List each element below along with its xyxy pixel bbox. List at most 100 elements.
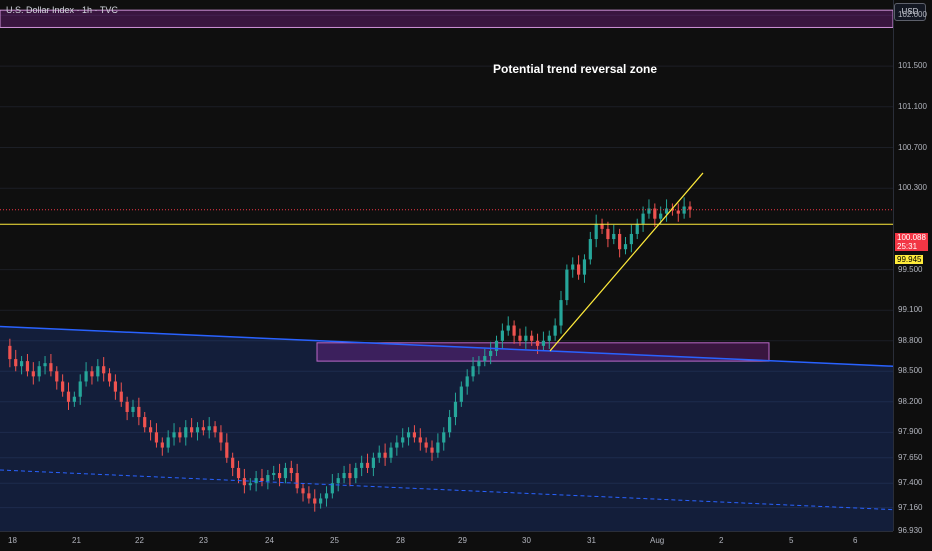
- candle-body: [319, 498, 323, 504]
- chart-area[interactable]: U.S. Dollar Index · 1h · TVC Potential t…: [0, 0, 893, 531]
- candle-body: [219, 432, 223, 443]
- candle-body: [19, 361, 24, 367]
- candle-body: [436, 442, 440, 453]
- candle-body: [254, 478, 258, 484]
- price-tick-label: 99.100: [898, 305, 923, 315]
- candle-body: [137, 406, 141, 418]
- candle-body: [635, 223, 639, 234]
- candle-body: [119, 391, 123, 402]
- candle-body: [289, 467, 293, 474]
- price-tick-label: 98.200: [898, 396, 923, 406]
- candle-body: [500, 330, 504, 341]
- candle-body: [160, 442, 164, 448]
- reversal-zone: [0, 9, 893, 28]
- candle-body: [248, 483, 252, 486]
- candle-body: [483, 356, 487, 362]
- candle-body: [518, 335, 522, 341]
- candle-body: [418, 437, 422, 443]
- price-axis[interactable]: [893, 0, 932, 531]
- candle-body: [377, 452, 381, 458]
- candle-body: [530, 335, 534, 341]
- candle-body: [307, 493, 311, 499]
- candle-body: [277, 473, 282, 479]
- candle-body: [618, 233, 622, 250]
- price-tick-label: 98.800: [898, 335, 923, 345]
- trendline: [549, 172, 704, 352]
- candle-body: [659, 213, 663, 219]
- candle-body: [453, 401, 458, 418]
- candle-body: [55, 371, 59, 382]
- time-tick-label: 21: [72, 536, 81, 545]
- candle-body: [66, 391, 71, 402]
- candle-body: [266, 475, 270, 482]
- candle-body: [25, 361, 30, 372]
- time-tick-label: 2: [719, 536, 724, 545]
- price-tick-label: 100.700: [898, 142, 927, 152]
- time-tick-label: 24: [265, 536, 274, 545]
- time-tick-label: 22: [135, 536, 144, 545]
- candle-body: [49, 363, 53, 372]
- channel-lower-dashed-line: [0, 469, 893, 511]
- candle-body: [494, 340, 499, 351]
- candle-body: [342, 473, 346, 479]
- candle-body: [313, 498, 317, 504]
- candle-body: [401, 437, 405, 443]
- currency-button[interactable]: USD: [894, 3, 926, 21]
- time-axis[interactable]: [0, 531, 893, 551]
- time-tick-label: 23: [199, 536, 208, 545]
- candle-body: [571, 264, 575, 270]
- candle-body: [225, 442, 229, 458]
- price-tick-label: 101.500: [898, 61, 927, 71]
- candle-body: [283, 467, 288, 479]
- candle-body: [647, 208, 651, 214]
- candle-body: [272, 473, 276, 476]
- candle-body: [178, 432, 182, 438]
- candle-body: [37, 366, 41, 377]
- candle-body: [231, 457, 235, 468]
- reversal-zone-label: Potential trend reversal zone: [493, 62, 658, 76]
- candle-body: [612, 233, 616, 240]
- candle-body: [489, 350, 493, 357]
- candle-body: [565, 269, 569, 301]
- candle-body: [576, 264, 581, 275]
- candle-body: [582, 259, 587, 275]
- time-tick-label: 18: [8, 536, 17, 545]
- candle-body: [465, 376, 469, 387]
- candle-body: [131, 406, 135, 412]
- candle-body: [330, 483, 334, 494]
- candle-body: [553, 325, 557, 336]
- candle-body: [676, 210, 680, 214]
- candle-body: [213, 426, 217, 433]
- candle-body: [125, 401, 129, 412]
- candle-body: [442, 432, 446, 443]
- candle-body: [107, 373, 112, 382]
- price-tick-label: 99.500: [898, 264, 923, 274]
- candle-body: [172, 432, 176, 438]
- price-tick-label: 98.500: [898, 366, 923, 376]
- time-tick-label: 30: [522, 536, 531, 545]
- candle-body: [354, 467, 358, 479]
- candle-body: [148, 427, 153, 433]
- time-tick-label: 31: [587, 536, 596, 545]
- price-tick-label: 100.300: [898, 183, 927, 193]
- channel-upper-line: [0, 325, 893, 367]
- candle-body: [72, 396, 76, 402]
- candle-body: [512, 325, 516, 336]
- candle-body: [389, 447, 393, 458]
- time-tick-label: 29: [458, 536, 467, 545]
- candle-body: [664, 208, 669, 214]
- price-tick-label: 96.930: [898, 526, 923, 535]
- candle-body: [143, 417, 147, 428]
- candle-body: [383, 452, 387, 458]
- price-chart[interactable]: [0, 0, 893, 531]
- candle-body: [166, 437, 170, 448]
- candle-body: [535, 340, 540, 346]
- time-tick-label: 25: [330, 536, 339, 545]
- candle-body: [113, 381, 118, 392]
- candle-body: [541, 340, 546, 346]
- candle-body: [102, 366, 106, 374]
- candle-body: [324, 493, 329, 499]
- candle-body: [406, 432, 411, 438]
- candle-body: [195, 427, 200, 433]
- candle-body: [588, 239, 592, 260]
